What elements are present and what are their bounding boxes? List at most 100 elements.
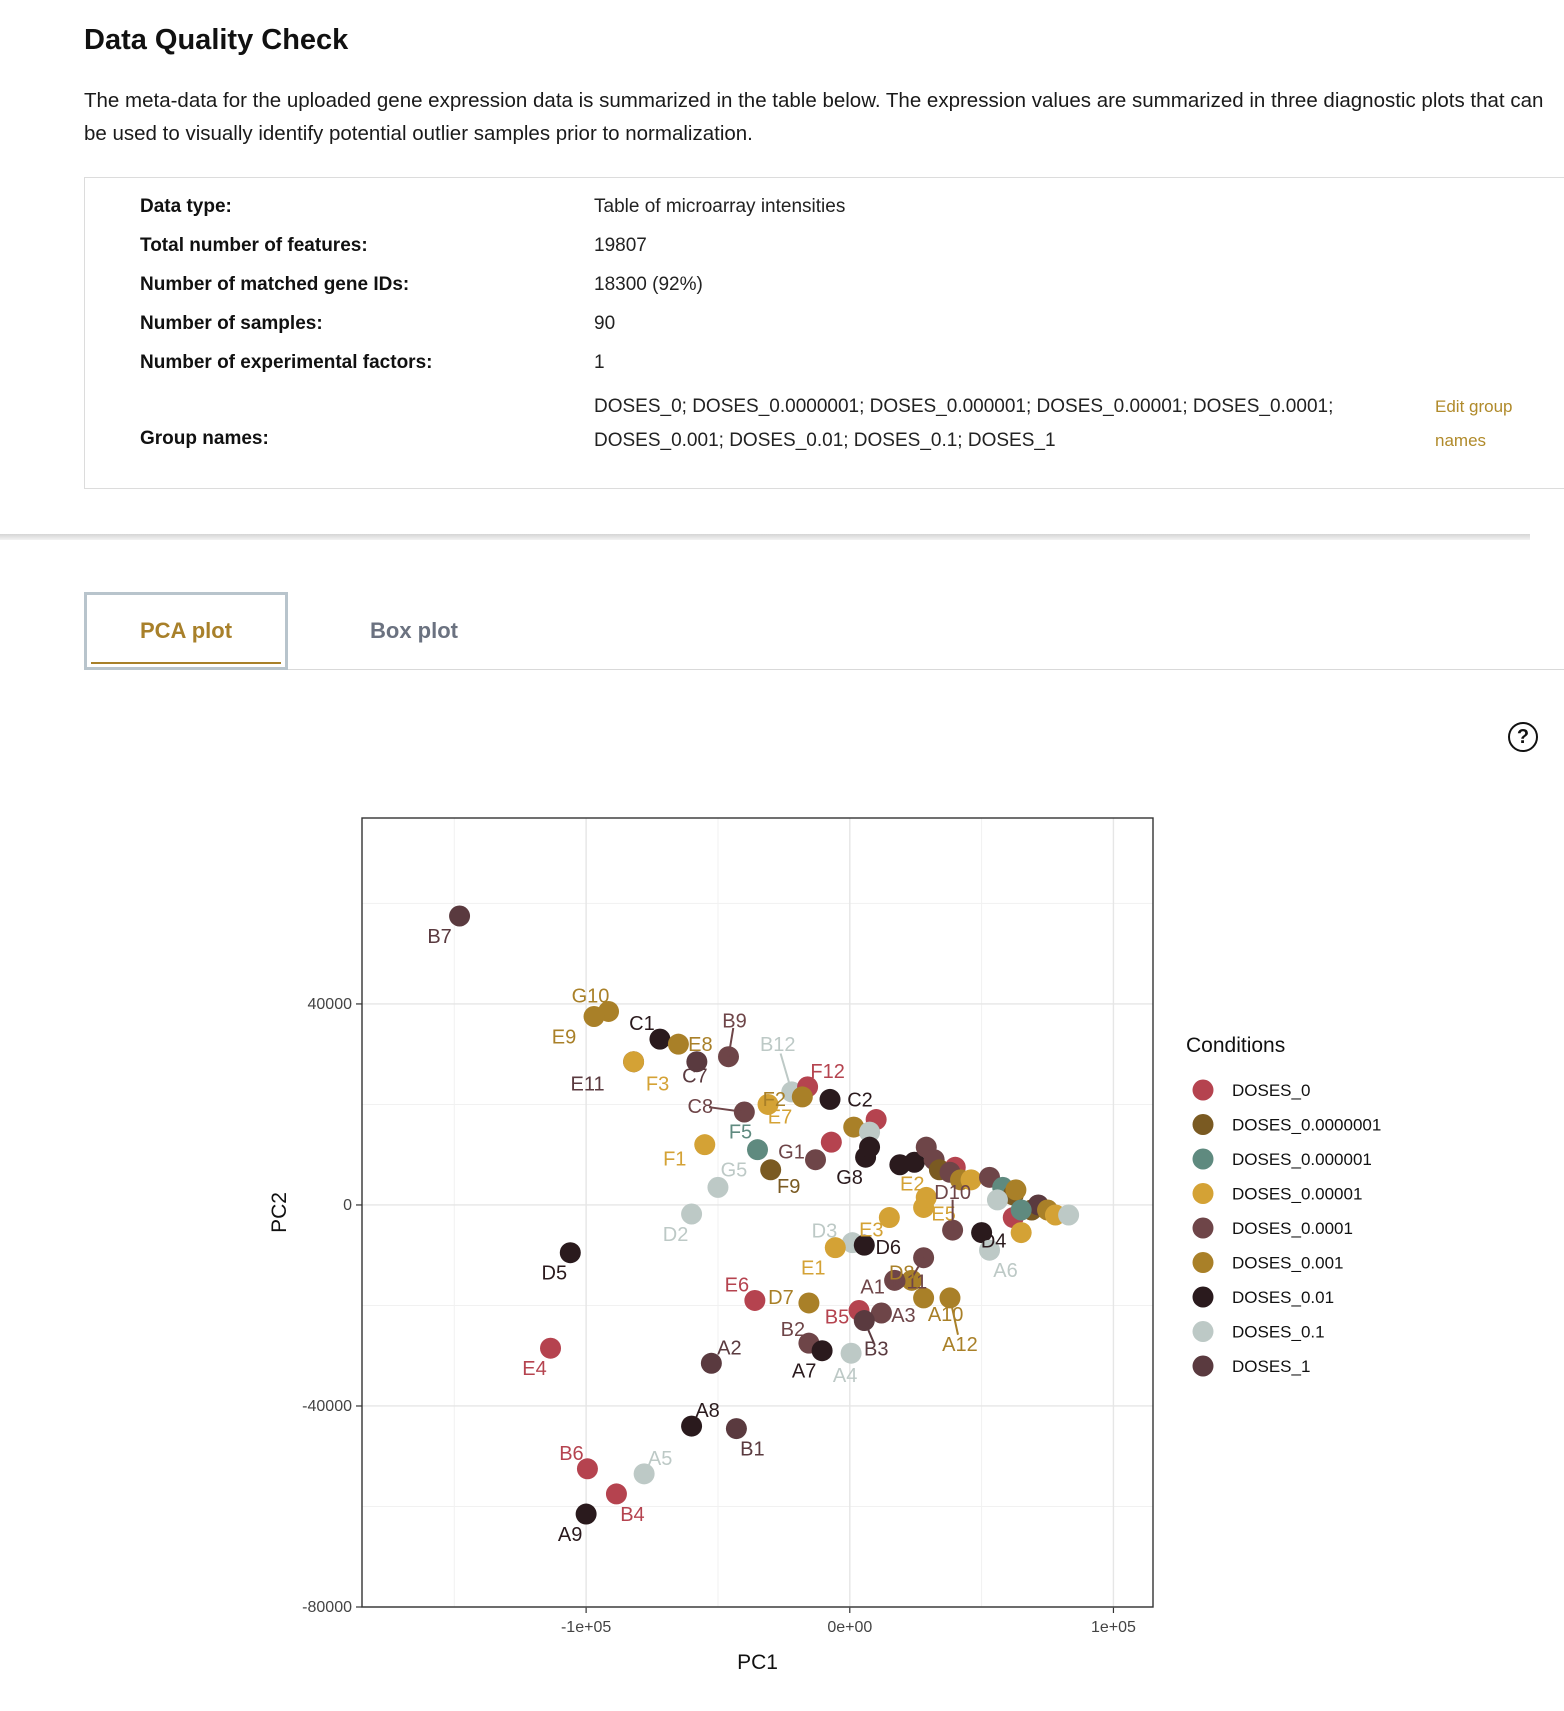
data-point xyxy=(540,1337,562,1359)
legend-label: DOSES_1 xyxy=(1232,1357,1310,1376)
legend-swatch xyxy=(1192,1183,1214,1204)
data-point xyxy=(824,1237,846,1259)
data-point xyxy=(694,1134,716,1156)
data-point xyxy=(915,1186,937,1208)
data-point xyxy=(623,1051,645,1073)
point-label: D5 xyxy=(542,1263,568,1285)
point-label: B7 xyxy=(427,926,451,948)
point-label: A5 xyxy=(648,1448,672,1470)
matched-value: 18300 (92%) xyxy=(594,274,703,295)
factors-label: Number of experimental factors: xyxy=(140,352,433,373)
data-point xyxy=(805,1149,827,1171)
label-leader xyxy=(779,1053,793,1093)
groups-value-line2: DOSES_0.001; DOSES_0.01; DOSES_0.1; DOSE… xyxy=(594,430,1056,451)
y-tick-label: 40000 xyxy=(308,996,353,1013)
legend-label: DOSES_0.00001 xyxy=(1232,1185,1362,1204)
legend-title: Conditions xyxy=(1186,1034,1285,1057)
point-label: G1 xyxy=(778,1142,805,1164)
point-label: E8 xyxy=(688,1034,712,1056)
samples-value: 90 xyxy=(594,313,616,334)
features-label: Total number of features: xyxy=(140,235,368,256)
point-label: F3 xyxy=(646,1074,669,1096)
data-point xyxy=(1058,1204,1080,1226)
y-tick-label: -80000 xyxy=(302,1599,352,1616)
point-label: B9 xyxy=(722,1011,746,1033)
tab-box-plot[interactable]: Box plot xyxy=(370,618,458,643)
point-label: D7 xyxy=(768,1287,794,1309)
edit-link-line1: Edit group xyxy=(1435,397,1513,416)
legend-label: DOSES_0.001 xyxy=(1232,1254,1344,1273)
data-point xyxy=(575,1503,597,1525)
point-label: A7 xyxy=(792,1361,816,1383)
data-point xyxy=(960,1169,982,1191)
data-point xyxy=(901,1269,923,1291)
question-circle-icon[interactable]: ? xyxy=(1508,722,1538,752)
point-label: G5 xyxy=(721,1159,748,1181)
point-label: B2 xyxy=(781,1319,805,1341)
data-point xyxy=(649,1028,671,1050)
groups-value-line1: DOSES_0; DOSES_0.0000001; DOSES_0.000001… xyxy=(594,396,1334,417)
data-point xyxy=(681,1415,703,1437)
point-label: D10 xyxy=(934,1182,971,1204)
data-point xyxy=(903,1151,925,1173)
data-point xyxy=(700,1352,722,1374)
legend-swatch xyxy=(1192,1114,1214,1135)
point-label: D6 xyxy=(875,1237,901,1259)
point-label: E2 xyxy=(900,1173,924,1195)
point-label: B4 xyxy=(620,1504,644,1526)
matched-label: Number of matched gene IDs: xyxy=(140,274,410,295)
data-point xyxy=(859,1121,881,1143)
factors-value: 1 xyxy=(594,352,605,373)
point-label: C1 xyxy=(629,1013,655,1035)
point-label: A6 xyxy=(993,1260,1017,1282)
point-label: A3 xyxy=(891,1305,915,1327)
legend-swatch xyxy=(1192,1252,1214,1273)
y-axis-title: PC2 xyxy=(268,1192,291,1233)
point-label: A8 xyxy=(695,1400,719,1422)
section-divider xyxy=(0,534,1530,540)
plot-border xyxy=(361,817,1154,1608)
legend-swatch xyxy=(1192,1079,1214,1101)
point-label: B6 xyxy=(559,1443,583,1465)
page-description: The meta-data for the uploaded gene expr… xyxy=(84,89,1544,145)
point-label: C7 xyxy=(682,1066,708,1088)
groups-label: Group names: xyxy=(140,428,269,449)
data-point xyxy=(667,1033,689,1055)
point-label: D3 xyxy=(812,1221,838,1243)
point-label: D11 xyxy=(892,1272,927,1294)
legend-swatch xyxy=(1192,1148,1214,1170)
point-label: E9 xyxy=(552,1027,576,1049)
tab-baseline xyxy=(84,669,1564,670)
data-point xyxy=(559,1242,581,1264)
data-point xyxy=(811,1340,833,1362)
legend-label: DOSES_0.0001 xyxy=(1232,1219,1353,1238)
data-point xyxy=(1010,1199,1032,1221)
data-point xyxy=(1010,1222,1032,1244)
label-leader xyxy=(863,1320,875,1344)
point-label: F9 xyxy=(777,1176,800,1198)
data-point xyxy=(913,1287,935,1309)
data-point xyxy=(820,1131,842,1153)
data-point xyxy=(1005,1179,1027,1201)
point-label: A4 xyxy=(833,1365,857,1387)
page-title: Data Quality Check xyxy=(84,24,349,56)
y-tick-label: 0 xyxy=(343,1197,352,1214)
data-type-value: Table of microarray intensities xyxy=(594,196,846,217)
data-point xyxy=(843,1116,865,1138)
point-label: A12 xyxy=(942,1334,978,1356)
label-leader xyxy=(727,1027,735,1057)
data-point xyxy=(819,1088,841,1110)
point-label: E5 xyxy=(931,1203,955,1225)
samples-label: Number of samples: xyxy=(140,313,323,334)
tab-pca-plot[interactable]: PCA plot xyxy=(84,592,288,670)
point-label: A10 xyxy=(928,1304,964,1326)
data-point xyxy=(884,1269,906,1291)
data-type-label: Data type: xyxy=(140,196,232,217)
legend-swatch xyxy=(1192,1286,1214,1308)
data-point xyxy=(878,1207,900,1229)
point-label: B3 xyxy=(864,1339,888,1361)
data-point xyxy=(605,1483,627,1505)
legend-swatch xyxy=(1192,1355,1214,1377)
edit-group-names-link[interactable]: Edit group names xyxy=(1435,390,1513,458)
data-point xyxy=(859,1136,881,1158)
